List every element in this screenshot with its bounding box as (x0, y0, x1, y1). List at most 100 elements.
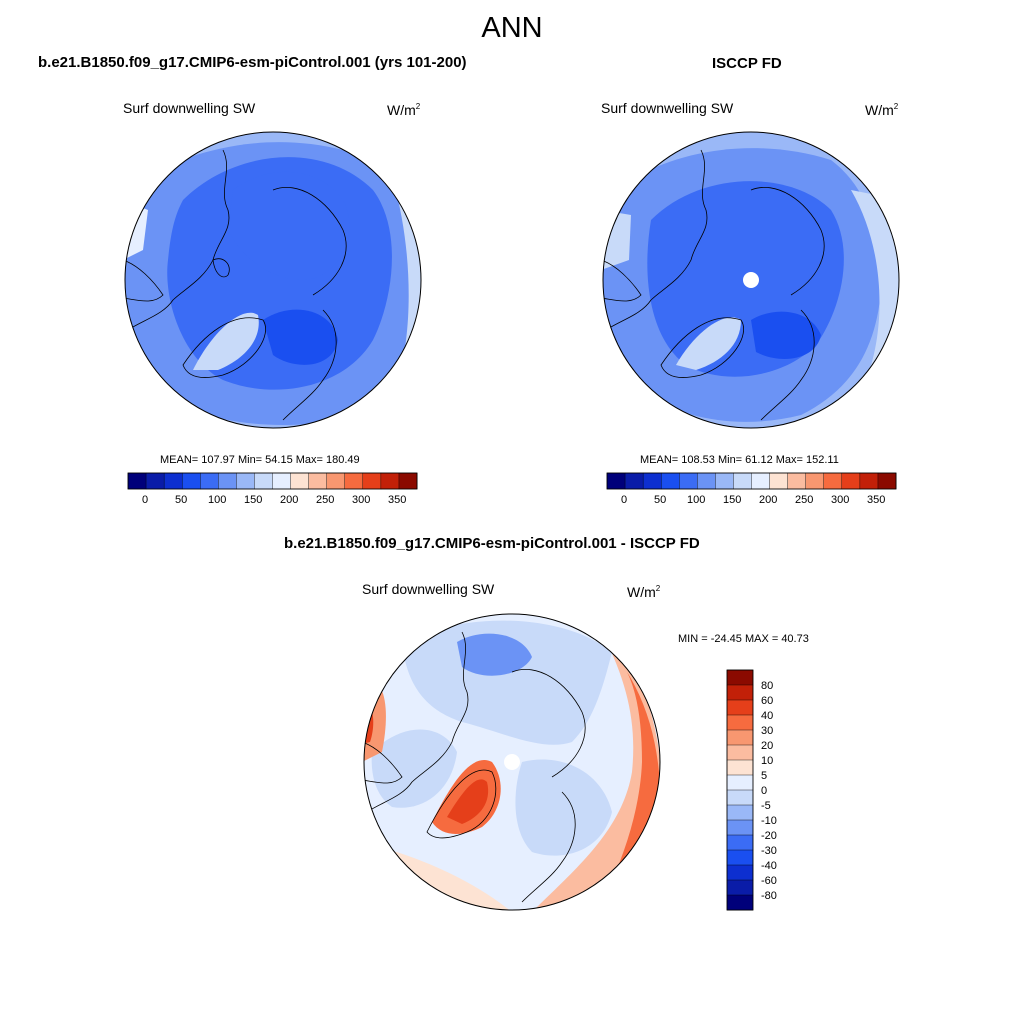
panel3-colorbar-cell-5 (726, 744, 754, 761)
panel3-title: b.e21.B1850.f09_g17.CMIP6-esm-piControl.… (284, 535, 700, 552)
panel2-cb-tick-2: 100 (687, 494, 706, 506)
panel1-field-core2 (228, 171, 350, 280)
panel2-cb-tick-6: 300 (831, 494, 850, 506)
panel2-coast-europe (760, 309, 815, 421)
panel2-colorbar-cell-4 (679, 472, 698, 490)
panel3-cb-tick-12: -40 (761, 860, 777, 872)
panel1-stats: MEAN= 107.97 Min= 54.15 Max= 180.49 (160, 454, 360, 466)
panel2-cb-tick-0: 0 (621, 494, 628, 506)
panel1-units: W/m2 (387, 102, 420, 118)
panel2-colorbar-cell-14 (859, 472, 879, 490)
panel1-cb-tick-5: 250 (316, 494, 335, 506)
panel1-colorbar-cell-7 (254, 472, 274, 490)
panel3-field-north-cool (402, 620, 612, 745)
panel3-colorbar-frame (726, 669, 754, 911)
panel2-title: ISCCP FD (712, 55, 782, 72)
panel1-field-greenland (193, 312, 259, 370)
panel1-units-sup: 2 (415, 102, 421, 111)
panel3-colorbar-cell-14 (726, 879, 754, 896)
panel2-colorbar-cell-9 (769, 472, 789, 490)
panel3-cb-tick-2: 40 (761, 710, 774, 722)
panel2-colorbar-cell-13 (841, 472, 861, 490)
panel2-colorbar-cell-5 (697, 472, 716, 490)
panel2-units: W/m2 (865, 102, 898, 118)
panel3-missing-pole (504, 754, 520, 770)
panel1-coast-alaska (125, 259, 164, 302)
panel2-cb-tick-7: 350 (867, 494, 886, 506)
panel3-colorbar-cell-13 (726, 864, 754, 881)
panel3-cb-tick-9: -10 (761, 815, 777, 827)
panel1-colorbar-cell-0 (127, 472, 147, 490)
panel3-colorbar-cells (726, 669, 754, 911)
panel3-cb-tick-8: -5 (761, 800, 771, 812)
panel2-colorbar-cell-11 (805, 472, 825, 490)
panel2-coast-america (605, 149, 708, 331)
panel1-cb-tick-0: 0 (142, 494, 149, 506)
panel3-colorbar-cell-11 (726, 834, 754, 851)
panel1-colorbar-cell-1 (145, 472, 165, 490)
panel3-field-east-cool (515, 759, 612, 856)
panel3-cb-tick-0: 80 (761, 680, 774, 692)
panel3-cb-tick-10: -20 (761, 830, 777, 842)
panel2-map-border (602, 131, 900, 429)
panel3-colorbar-cell-8 (726, 789, 754, 806)
panel1-coast-greenland (182, 317, 266, 378)
panel3-colorbar-cell-6 (726, 759, 754, 776)
panel2-field-min (751, 311, 821, 359)
panel3-units: W/m2 (627, 584, 660, 600)
panel1-coast-europe (282, 309, 337, 421)
panel1-left-string: Surf downwelling SW (123, 100, 256, 116)
panel2-colorbar-cell-1 (624, 472, 644, 490)
panel3-field-greenland-core (447, 779, 489, 824)
main-title: ANN (481, 12, 543, 44)
panel1-colorbar-cell-13 (362, 472, 382, 490)
panel2-colorbar-cell-7 (733, 472, 753, 490)
panel3-colorbar-cell-4 (726, 729, 754, 746)
panel1-units-base: W/m (387, 102, 416, 118)
panel3-colorbar-cell-0 (726, 669, 754, 686)
panel1-colorbar-cell-12 (344, 472, 364, 490)
panel1-colorbar (127, 472, 418, 490)
panel3-colorbar-cell-1 (726, 684, 754, 701)
panel1-colorbar-cell-9 (290, 472, 310, 490)
panel1-colorbar-cell-8 (272, 472, 292, 490)
panel2-cb-tick-3: 150 (723, 494, 742, 506)
panel1-colorbar-cell-2 (163, 472, 183, 490)
panel3-colorbar-cell-7 (726, 774, 754, 791)
panel2-cb-tick-1: 50 (654, 494, 667, 506)
panel2-colorbar-cell-2 (642, 472, 662, 490)
panel2-missing-pole (743, 272, 759, 288)
panel3-colorbar-cell-2 (726, 699, 754, 716)
panel3-stats: MIN = -24.45 MAX = 40.73 (678, 633, 809, 645)
panel2-cb-tick-4: 200 (759, 494, 778, 506)
panel3-cb-tick-7: 0 (761, 785, 768, 797)
panel2-map (602, 131, 900, 429)
panel1-cb-tick-1: 50 (175, 494, 188, 506)
panel2-units-base: W/m (865, 102, 894, 118)
panel2-colorbar (606, 472, 897, 490)
panel1-cb-tick-6: 300 (352, 494, 371, 506)
panel1-field-min (263, 309, 338, 365)
panel3-cb-tick-6: 5 (761, 770, 768, 782)
panel2-colorbar-cell-3 (660, 472, 680, 490)
panel2-coast-alaska (603, 259, 642, 302)
panel3-coast-siberia (511, 669, 586, 778)
panel1-map (124, 131, 422, 429)
panel3-colorbar-cell-9 (726, 804, 754, 821)
panel3-coast-greenland (426, 769, 497, 839)
panel3-field-west-warm (364, 680, 386, 762)
panel3-map-border (363, 613, 661, 911)
panel3-coast-europe (521, 791, 576, 903)
panel1-colorbar-cell-6 (236, 472, 255, 490)
panel3-colorbar-cell-12 (726, 849, 754, 866)
panel3-cb-tick-14: -80 (761, 890, 777, 902)
panel3-cb-tick-13: -60 (761, 875, 777, 887)
panel1-colorbar-cell-11 (326, 472, 346, 490)
panel1-cb-tick-7: 350 (388, 494, 407, 506)
panel3-colorbar-cell-3 (726, 714, 754, 731)
panel2-stats: MEAN= 108.53 Min= 61.12 Max= 152.11 (640, 454, 839, 466)
panel2-colorbar-cell-0 (606, 472, 626, 490)
panel2-left-string: Surf downwelling SW (601, 100, 734, 116)
panel3-units-sup: 2 (655, 584, 661, 593)
panel2-coast-siberia (750, 187, 825, 296)
